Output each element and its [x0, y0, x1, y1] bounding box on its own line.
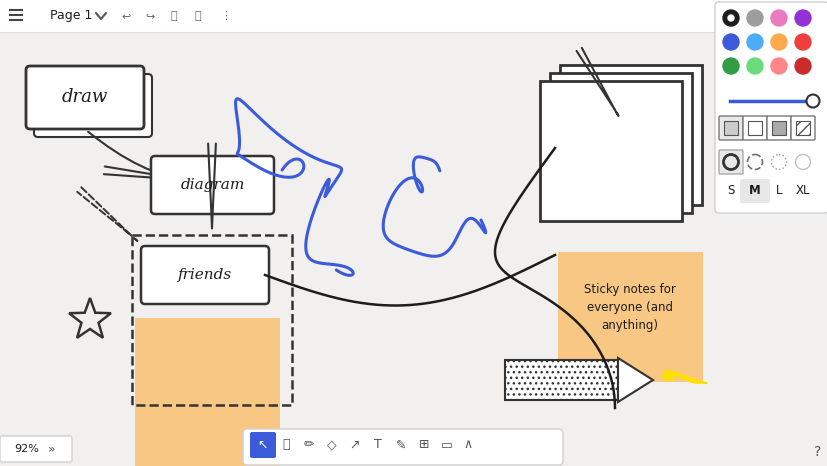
FancyBboxPatch shape: [739, 179, 769, 203]
Bar: [504, 360, 617, 400]
Circle shape: [746, 58, 762, 74]
Circle shape: [770, 58, 786, 74]
FancyBboxPatch shape: [34, 74, 152, 137]
Text: ✏: ✏: [304, 439, 314, 452]
Bar: [557, 252, 702, 382]
Text: ▭: ▭: [441, 439, 452, 452]
Text: M: M: [748, 185, 760, 198]
Bar: [559, 65, 701, 205]
FancyBboxPatch shape: [26, 66, 144, 129]
Circle shape: [794, 34, 810, 50]
Bar: [723, 121, 737, 135]
Circle shape: [722, 58, 739, 74]
Circle shape: [794, 58, 810, 74]
Text: ⊞: ⊞: [418, 439, 428, 452]
Text: 🗑: 🗑: [170, 11, 177, 21]
Bar: [135, 318, 280, 466]
Text: ?: ?: [814, 445, 820, 459]
Text: 92%: 92%: [14, 444, 39, 454]
Text: L: L: [775, 185, 782, 198]
Polygon shape: [662, 370, 706, 384]
Text: diagram: diagram: [180, 178, 245, 192]
Text: ◇: ◇: [327, 439, 337, 452]
Text: XL: XL: [795, 185, 810, 198]
FancyBboxPatch shape: [766, 116, 790, 140]
Circle shape: [770, 34, 786, 50]
Bar: [795, 121, 809, 135]
Text: ⎘: ⎘: [194, 11, 201, 21]
Circle shape: [727, 15, 733, 21]
Text: »: »: [48, 443, 55, 455]
Text: ∧: ∧: [463, 439, 472, 452]
Text: ✋: ✋: [282, 439, 289, 452]
Text: T: T: [374, 439, 381, 452]
Text: ↩: ↩: [122, 11, 131, 21]
Bar: [549, 73, 691, 213]
Text: S: S: [726, 185, 734, 198]
FancyBboxPatch shape: [718, 116, 742, 140]
Text: ✎: ✎: [395, 439, 406, 452]
FancyBboxPatch shape: [151, 156, 274, 214]
Polygon shape: [617, 358, 653, 402]
Text: ↖: ↖: [257, 439, 268, 452]
FancyBboxPatch shape: [742, 116, 766, 140]
Bar: [747, 121, 761, 135]
Circle shape: [770, 10, 786, 26]
FancyBboxPatch shape: [715, 2, 827, 213]
Bar: [0, 0, 827, 32]
Circle shape: [805, 95, 819, 108]
Text: ⋮: ⋮: [220, 11, 232, 21]
FancyBboxPatch shape: [242, 429, 562, 465]
Circle shape: [722, 10, 739, 26]
FancyBboxPatch shape: [250, 432, 275, 458]
FancyBboxPatch shape: [141, 246, 269, 304]
Text: draw: draw: [62, 89, 108, 107]
Circle shape: [794, 10, 810, 26]
Bar: [771, 121, 785, 135]
Circle shape: [746, 34, 762, 50]
Text: Page 1: Page 1: [50, 9, 93, 22]
Circle shape: [722, 34, 739, 50]
FancyBboxPatch shape: [718, 150, 742, 174]
Circle shape: [746, 10, 762, 26]
Bar: [131, 235, 292, 405]
Text: ↪: ↪: [145, 11, 155, 21]
Text: ↗: ↗: [349, 439, 360, 452]
FancyBboxPatch shape: [0, 436, 72, 462]
FancyBboxPatch shape: [790, 116, 814, 140]
Bar: [539, 81, 681, 221]
Text: friends: friends: [178, 268, 232, 282]
Text: Sticky notes for
everyone (and
anything): Sticky notes for everyone (and anything): [583, 283, 675, 333]
